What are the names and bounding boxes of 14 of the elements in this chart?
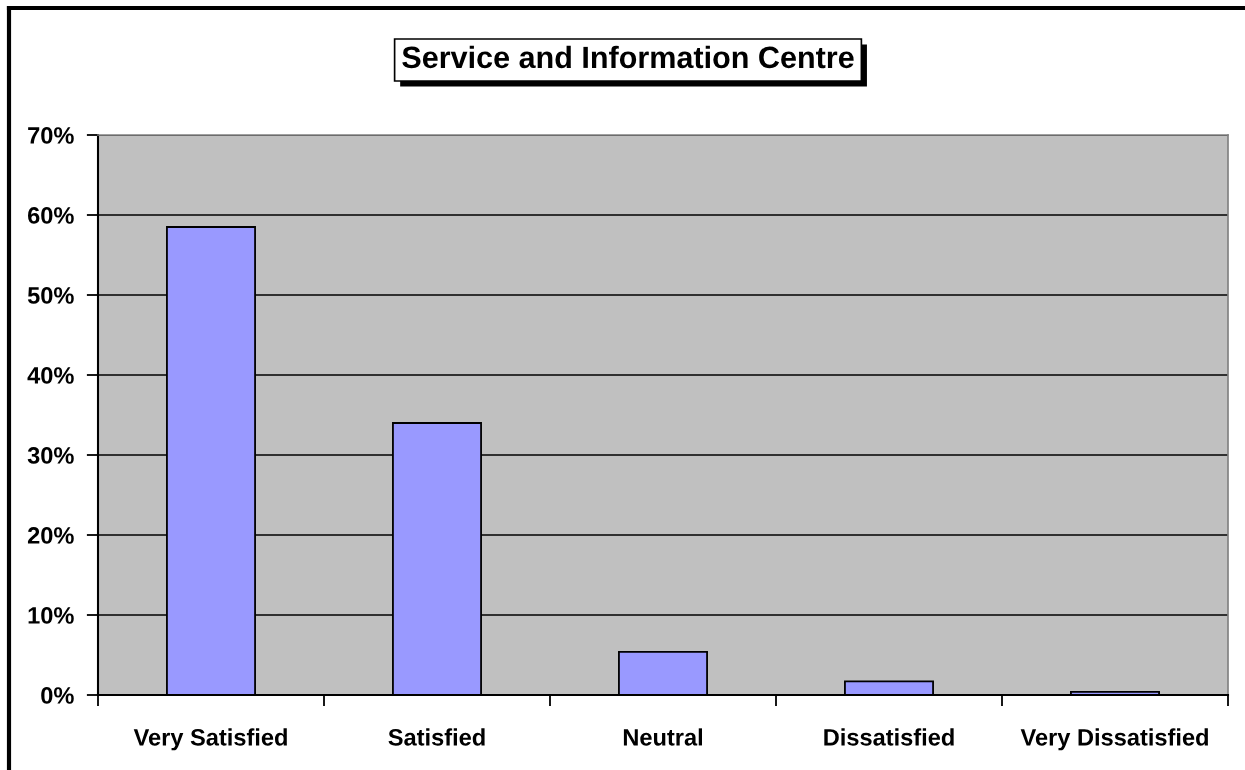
- y-tick-label: 60%: [28, 207, 74, 224]
- x-tick-label: Dissatisfied: [824, 728, 954, 746]
- y-tick-label: 20%: [27, 527, 74, 544]
- x-tick-label: Satisfied: [388, 728, 485, 746]
- y-tick-label: 50%: [27, 287, 74, 304]
- y-tick-label: 30%: [27, 447, 74, 464]
- y-tick-label: 0%: [41, 687, 74, 704]
- y-tick-label: 70%: [28, 127, 74, 144]
- x-tick-label: Very Satisfied: [133, 728, 287, 751]
- y-tick-label: 10%: [28, 607, 74, 624]
- x-tick-label: Very Dissatisfied: [1020, 728, 1208, 751]
- y-tick-label: 40%: [27, 367, 74, 384]
- x-tick-label: Neutral: [623, 728, 702, 746]
- chart-title: Service and Information Centre: [402, 45, 854, 69]
